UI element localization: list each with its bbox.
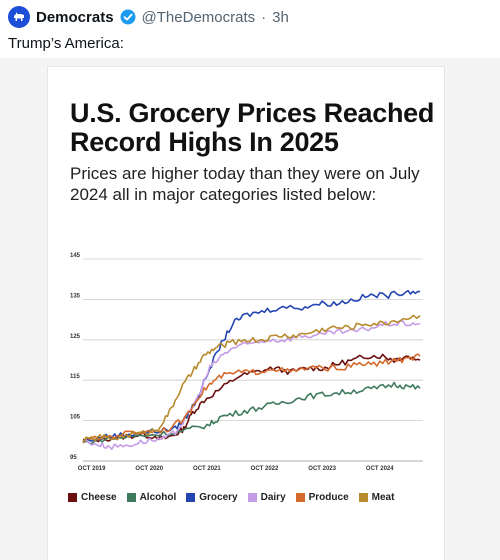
x-tick-label: OCT 2020 bbox=[135, 466, 163, 472]
post-header: Democrats @TheDemocrats · 3h bbox=[8, 6, 289, 28]
series-line-meat bbox=[82, 314, 421, 444]
avatar[interactable] bbox=[8, 6, 30, 28]
legend-item-meat: Meat bbox=[358, 492, 395, 503]
x-tick-label: OCT 2024 bbox=[366, 466, 394, 472]
series-line-produce bbox=[82, 353, 421, 444]
legend-item-dairy: Dairy bbox=[247, 492, 286, 503]
legend-swatch bbox=[358, 493, 368, 502]
y-tick-label: 105 bbox=[70, 415, 81, 421]
series-line-grocery bbox=[82, 289, 421, 442]
series-line-dairy bbox=[82, 320, 421, 450]
legend-label: Produce bbox=[308, 492, 349, 503]
legend-label: Dairy bbox=[260, 492, 286, 503]
post-text: Trump’s America: bbox=[8, 35, 124, 52]
legend-label: Grocery bbox=[199, 492, 238, 503]
legend-item-grocery: Grocery bbox=[186, 492, 238, 503]
legend-swatch bbox=[68, 493, 77, 502]
series-line-alcohol bbox=[82, 381, 421, 445]
donkey-logo-icon bbox=[14, 12, 24, 21]
chart-title: U.S. Grocery Prices Reached Record Highs… bbox=[70, 98, 435, 157]
post-timestamp[interactable]: 3h bbox=[272, 8, 289, 26]
x-tick-label: OCT 2023 bbox=[308, 466, 336, 472]
legend-swatch bbox=[295, 493, 305, 502]
legend-item-cheese: Cheese bbox=[68, 492, 117, 503]
price-index-line-chart: 95 105 115 125 135 145 OCT 2019 OCT 2020 OCT 202… bbox=[70, 253, 423, 472]
legend-label: Cheese bbox=[81, 492, 117, 503]
separator-dot: · bbox=[261, 8, 267, 26]
legend-swatch bbox=[186, 493, 196, 502]
legend-item-produce: Produce bbox=[295, 492, 349, 503]
author-handle[interactable]: @TheDemocrats bbox=[141, 8, 256, 26]
y-tick-label: 95 bbox=[70, 455, 77, 461]
y-tick-label: 125 bbox=[70, 334, 81, 340]
x-tick-label: OCT 2021 bbox=[193, 466, 221, 472]
legend-label: Meat bbox=[371, 492, 395, 503]
series-line-cheese bbox=[82, 353, 421, 443]
x-tick-label: OCT 2022 bbox=[251, 466, 279, 472]
post-media-image[interactable]: U.S. Grocery Prices Reached Record Highs… bbox=[47, 66, 445, 560]
legend-item-alcohol: Alcohol bbox=[126, 492, 177, 503]
verified-badge-icon bbox=[120, 9, 136, 25]
legend-swatch bbox=[247, 493, 257, 502]
chart-legend: Cheese Alcohol Grocery Dairy Produce Meat bbox=[68, 492, 394, 503]
y-tick-label: 145 bbox=[70, 253, 81, 259]
y-tick-label: 115 bbox=[70, 374, 80, 380]
author-name[interactable]: Democrats bbox=[36, 8, 114, 26]
chart-subtitle: Prices are higher today than they were o… bbox=[70, 164, 420, 204]
legend-swatch bbox=[126, 493, 136, 502]
legend-label: Alcohol bbox=[139, 492, 177, 503]
x-tick-label: OCT 2019 bbox=[78, 466, 106, 472]
y-tick-label: 135 bbox=[70, 293, 81, 299]
